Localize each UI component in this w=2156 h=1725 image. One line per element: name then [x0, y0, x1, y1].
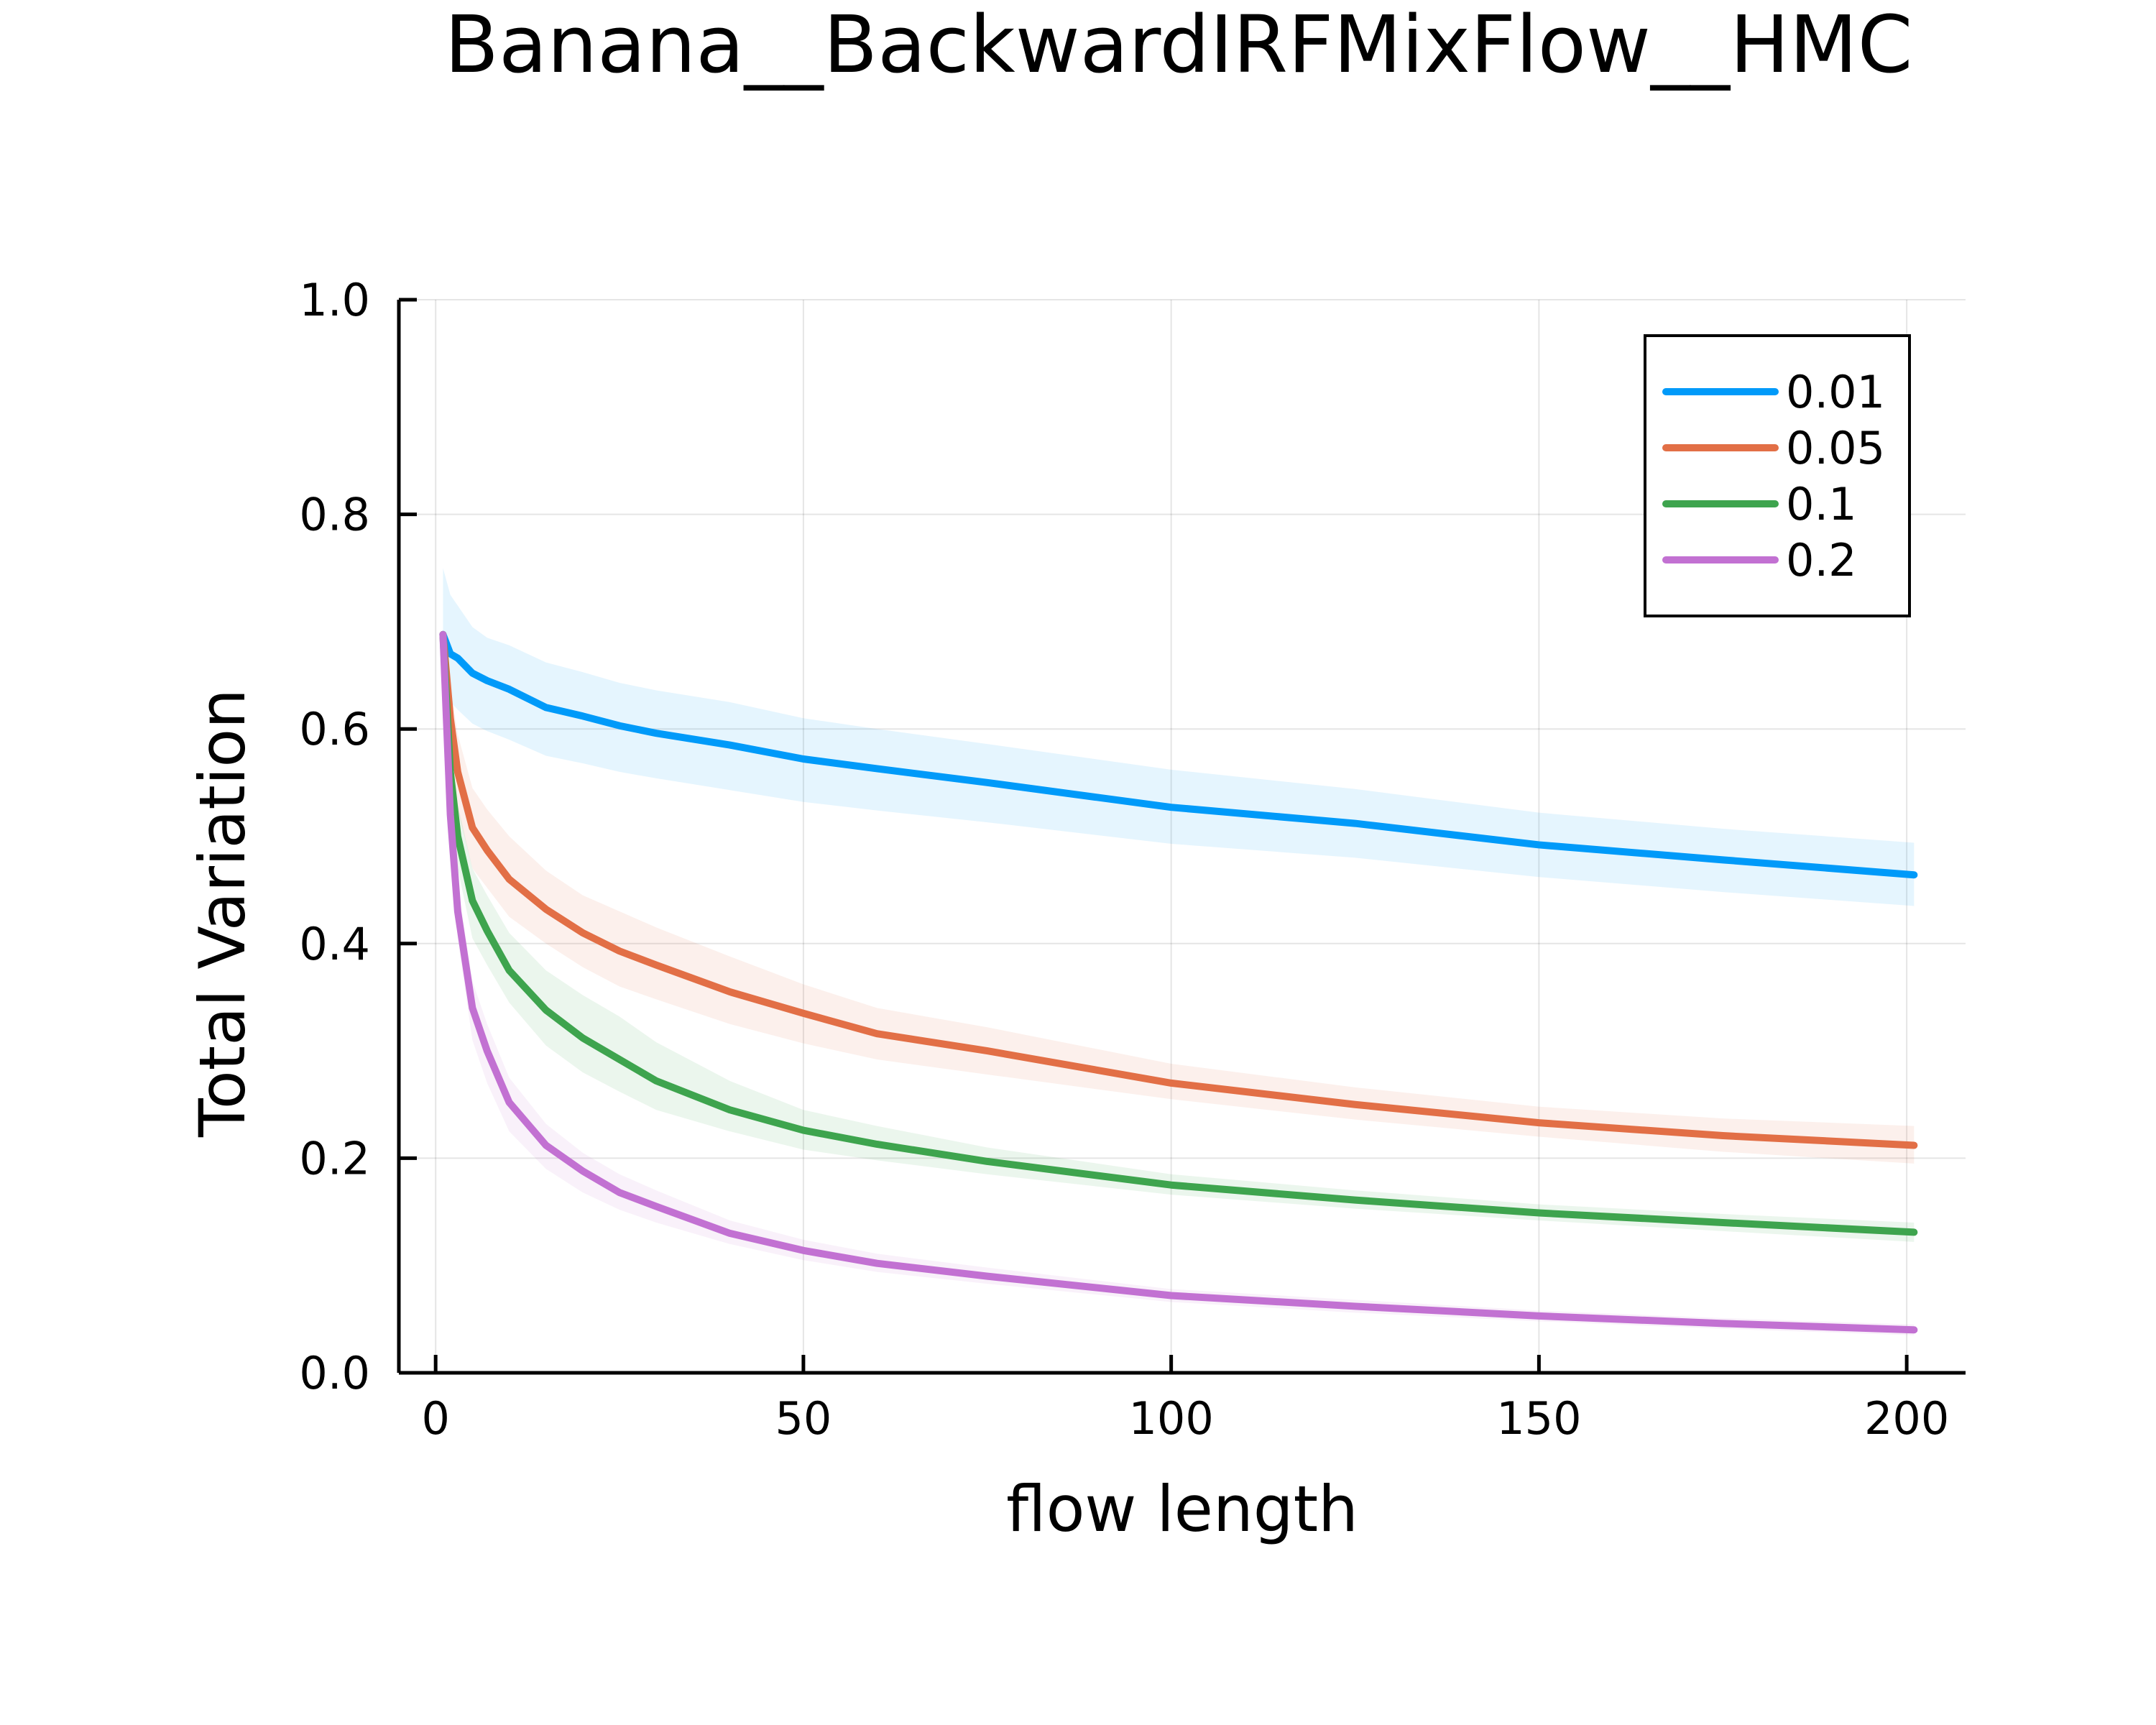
y-axis-label: Total Variation	[185, 689, 259, 1138]
x-tick-label: 100	[1128, 1392, 1213, 1445]
y-tick-label: 0.6	[299, 703, 370, 755]
y-ticks: 0.0 0.2 0.4 0.6 0.8 1.0	[299, 274, 417, 1399]
line-series-0.01	[439, 630, 1918, 879]
x-tick-label: 200	[1864, 1392, 1949, 1445]
uncertainty-bands	[443, 568, 1915, 1335]
band-series-0.05	[443, 634, 1915, 1164]
band-series-0.01	[443, 568, 1915, 906]
legend-label: 0.2	[1786, 534, 1857, 586]
line-series-0.05	[439, 630, 1918, 1149]
legend-label: 0.1	[1786, 478, 1857, 530]
y-tick-label: 0.8	[299, 489, 370, 541]
line-series-0.2	[439, 630, 1918, 1334]
legend-label: 0.05	[1786, 422, 1885, 474]
x-tick-label: 50	[775, 1392, 831, 1445]
x-axis-label: flow length	[1006, 1472, 1358, 1546]
y-tick-label: 1.0	[299, 274, 370, 326]
x-tick-label: 150	[1496, 1392, 1581, 1445]
chart-title: Banana__BackwardIRFMixFlow__HMC	[445, 0, 1913, 91]
y-tick-label: 0.0	[299, 1347, 370, 1399]
x-tick-label: 0	[421, 1392, 449, 1445]
x-ticks: 0 50 100 150 200	[421, 1355, 1949, 1445]
legend-box	[1644, 334, 1911, 617]
legend: 0.010.050.10.2	[1644, 334, 1911, 617]
y-tick-label: 0.4	[299, 918, 370, 970]
legend-label: 0.01	[1786, 366, 1885, 418]
y-tick-label: 0.2	[299, 1132, 370, 1184]
line-series-0.1	[439, 630, 1918, 1236]
series-lines	[439, 630, 1918, 1334]
